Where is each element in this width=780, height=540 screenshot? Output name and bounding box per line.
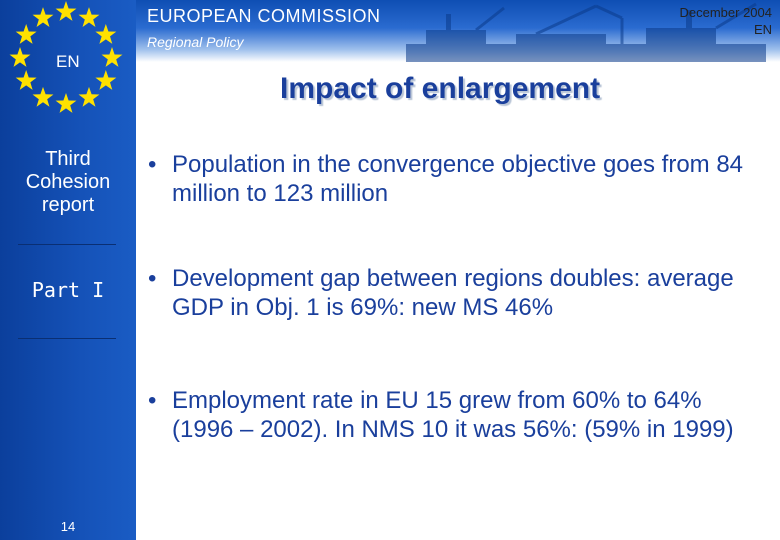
divider (18, 244, 116, 245)
eu-star-icon (55, 1, 77, 21)
date-text: December 2004 (679, 5, 773, 20)
language-text: EN (753, 22, 772, 37)
department-name: Regional Policy (147, 34, 244, 50)
eu-flag-stars-icon (9, 1, 123, 113)
bullet-text: Development gap between regions doubles:… (172, 265, 734, 321)
eu-star-icon (95, 70, 117, 90)
bullet-item: • Development gap between regions double… (148, 264, 768, 322)
eu-star-icon (9, 47, 31, 67)
eu-star-icon (78, 7, 100, 28)
language-code: EN (56, 52, 80, 71)
eu-star-icon (78, 86, 100, 107)
slide-title: Impact of enlargement (280, 72, 601, 105)
bullet-marker: • (148, 151, 157, 178)
sidebar: EN Third Cohesion report Part I 14 (0, 0, 136, 540)
harbour-cranes-image (406, 2, 766, 62)
bullet-item: • Employment rate in EU 15 grew from 60%… (148, 386, 768, 444)
bullet-text: Employment rate in EU 15 grew from 60% t… (172, 387, 734, 443)
eu-star-icon (32, 7, 54, 28)
report-title-line: Cohesion (25, 171, 111, 193)
part-label: Part I (31, 278, 105, 302)
page-number: 14 (60, 519, 76, 534)
bullet-marker: • (148, 387, 157, 414)
bullet-item: • Population in the convergence objectiv… (148, 150, 768, 208)
document-date: December 2004 EN (680, 4, 773, 38)
eu-star-icon (101, 47, 123, 67)
report-title-line: report (41, 194, 95, 216)
eu-star-icon (15, 70, 37, 90)
eu-star-icon (15, 24, 37, 44)
organisation-name: EUROPEAN COMMISSION (147, 6, 381, 26)
report-title: Third Cohesion report (0, 148, 136, 217)
report-title-line: Third (45, 148, 91, 170)
eu-star-icon (32, 86, 54, 107)
eu-star-icon (55, 93, 77, 113)
eu-star-icon (95, 24, 117, 44)
header-banner: EUROPEAN COMMISSION Regional Policy (136, 0, 780, 62)
divider (18, 338, 116, 339)
bullet-text: Population in the convergence objective … (172, 151, 744, 207)
bullet-marker: • (148, 265, 157, 292)
